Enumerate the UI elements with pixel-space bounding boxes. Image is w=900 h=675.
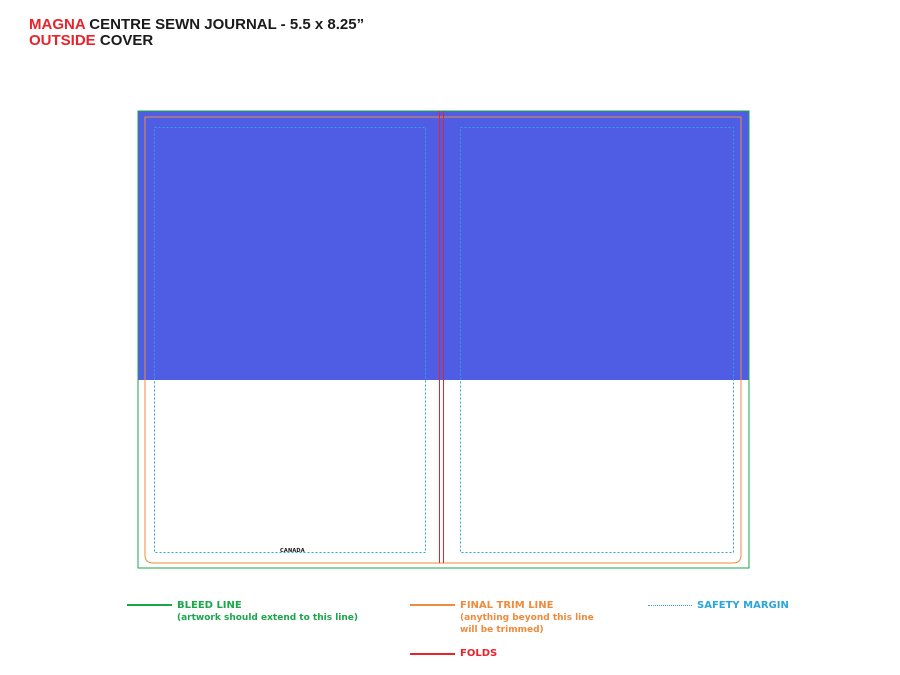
title-line-1: MAGNA CENTRE SEWN JOURNAL - 5.5 x 8.25” bbox=[29, 17, 364, 33]
page-title: MAGNA CENTRE SEWN JOURNAL - 5.5 x 8.25” … bbox=[29, 17, 364, 49]
trim-legend-label: FINAL TRIM LINE bbox=[460, 600, 554, 611]
section-name: OUTSIDE bbox=[29, 32, 96, 49]
folds-legend: FOLDS bbox=[460, 648, 497, 660]
trim-legend-note-1: (anything beyond this line bbox=[460, 613, 594, 623]
trim-legend: FINAL TRIM LINE (anything beyond this li… bbox=[460, 600, 594, 636]
bleed-legend-note: (artwork should extend to this line) bbox=[177, 613, 358, 623]
safety-margin-front bbox=[460, 127, 734, 553]
safety-legend-label: SAFETY MARGIN bbox=[697, 600, 789, 611]
trim-line-right bbox=[442, 116, 742, 564]
section-rest: COVER bbox=[99, 32, 154, 49]
trim-legend-note-2: will be trimmed) bbox=[460, 625, 544, 635]
trim-line-left bbox=[144, 116, 442, 564]
bleed-legend: BLEED LINE (artwork should extend to thi… bbox=[177, 600, 358, 624]
trim-legend-swatch bbox=[410, 604, 455, 606]
brand-name: MAGNA bbox=[29, 16, 86, 33]
back-cover-label: CANADA bbox=[280, 548, 305, 554]
safety-legend: SAFETY MARGIN bbox=[697, 600, 789, 612]
title-line-2: OUTSIDE COVER bbox=[29, 33, 364, 49]
bleed-legend-swatch bbox=[127, 604, 172, 606]
product-name: CENTRE SEWN JOURNAL - 5.5 x 8.25” bbox=[89, 16, 365, 33]
folds-legend-swatch bbox=[410, 653, 455, 655]
folds-legend-label: FOLDS bbox=[460, 648, 498, 659]
bleed-legend-label: BLEED LINE bbox=[177, 600, 242, 611]
safety-legend-swatch bbox=[648, 605, 692, 606]
